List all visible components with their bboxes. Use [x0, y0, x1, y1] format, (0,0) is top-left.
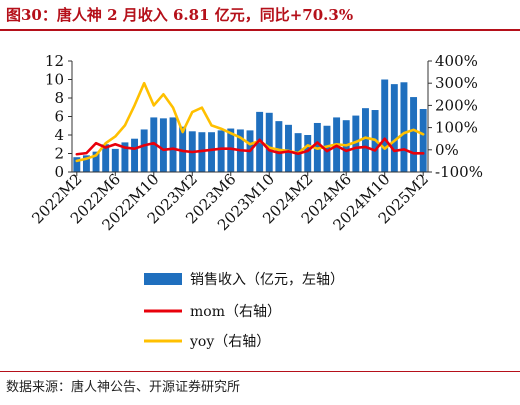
bar-2024M7	[352, 115, 360, 172]
bar-2022M4	[92, 151, 100, 172]
bar-series	[73, 79, 427, 173]
bar-2022M3	[82, 155, 90, 172]
bar-2024M10	[381, 79, 389, 172]
source-note: 数据来源：唐人神公告、开源证券研究所	[6, 380, 241, 395]
bar-2023M12	[285, 124, 292, 172]
bar-2023M5	[217, 130, 225, 173]
bar-2022M8	[131, 138, 139, 172]
bar-2022M7	[121, 142, 129, 172]
bar-2024M8	[362, 108, 369, 172]
chart-title: 图30：唐人神 2 月收入 6.81 亿元，同比+70.3%	[6, 6, 354, 24]
bar-2022M2	[73, 157, 81, 172]
legend-label-yoy: yoy（右轴）	[189, 334, 270, 350]
bar-2024M12	[400, 82, 408, 172]
left-tick-label: 12	[45, 52, 64, 70]
chart-legend: 销售收入（亿元，左轴） mom（右轴） yoy（右轴）	[144, 272, 344, 350]
bar-2023M1	[179, 126, 187, 172]
bar-2022M6	[111, 148, 119, 173]
bar-2023M4	[208, 132, 215, 172]
bar-2024M4	[323, 125, 331, 172]
bar-2023M10	[265, 112, 273, 172]
right-tick-label: 200%	[435, 96, 478, 114]
legend-label-bar: 销售收入（亿元，左轴）	[190, 272, 344, 288]
mom-line	[75, 137, 425, 156]
bar-2022M11	[159, 118, 167, 172]
left-tick-label: 4	[54, 126, 64, 144]
bar-2025M2	[419, 109, 427, 172]
bar-2024M11	[390, 84, 398, 173]
source-divider	[0, 371, 520, 372]
legend-swatch-bar	[144, 273, 182, 285]
right-tick-label: 400%	[435, 52, 478, 70]
bar-2025M1	[410, 97, 418, 172]
right-tick-label: 100%	[435, 119, 478, 137]
bar-2022M5	[102, 144, 110, 172]
right-tick-label: 0%	[435, 141, 459, 159]
left-tick-label: 8	[54, 89, 64, 107]
bar-2022M12	[169, 117, 177, 172]
bar-2023M11	[275, 121, 283, 173]
right-tick-label: -100%	[435, 163, 483, 181]
left-tick-label: 10	[45, 71, 64, 89]
bar-2024M2	[304, 135, 312, 172]
legend-label-mom: mom（右轴）	[190, 304, 281, 320]
bar-2022M9	[140, 129, 148, 172]
title-divider	[0, 29, 520, 31]
left-tick-label: 6	[54, 108, 64, 126]
yoy-line	[75, 81, 425, 163]
bar-2023M6	[227, 128, 235, 172]
line-series	[75, 81, 425, 163]
left-tick-label: 2	[54, 145, 64, 163]
left-tick-label: 0	[54, 163, 64, 181]
right-tick-label: 300%	[435, 74, 478, 92]
